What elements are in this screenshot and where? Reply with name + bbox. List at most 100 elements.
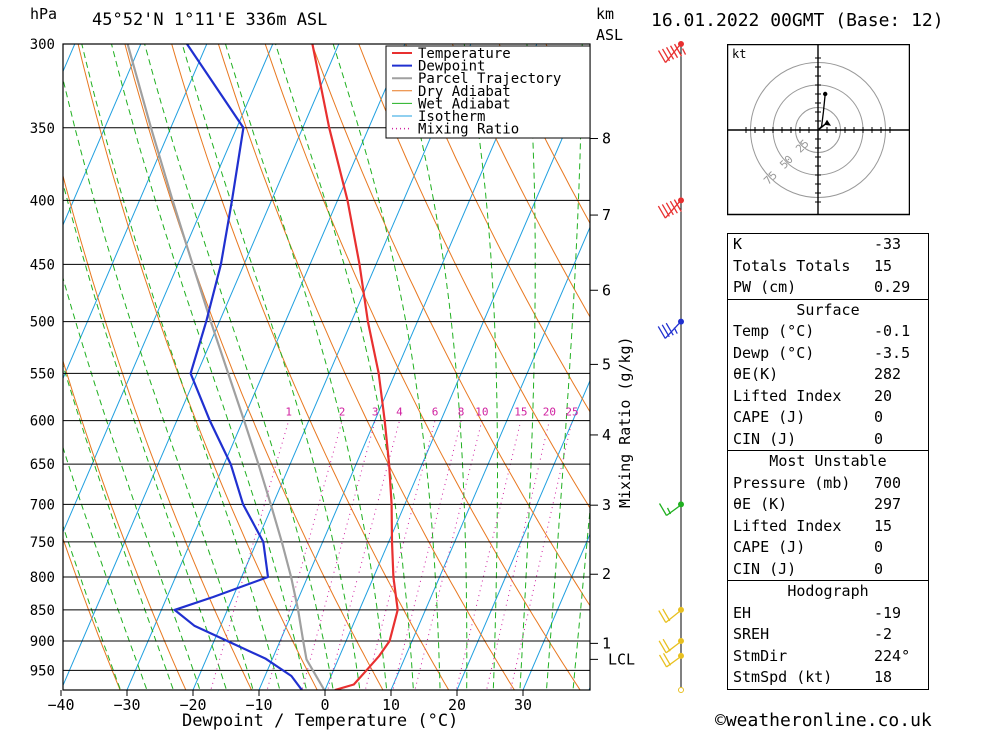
totals-totals-row: Totals Totals 15	[733, 256, 893, 275]
dry-adiabat-line	[77, 44, 318, 690]
wind-barb-flag	[662, 608, 671, 622]
dry-adiabat-line	[405, 44, 590, 413]
mu-theta-e-row: θE (K) 297	[733, 495, 902, 513]
dewpoint-line	[173, 44, 303, 690]
isotherm-line	[63, 44, 208, 380]
wind-barb-flag	[665, 47, 675, 60]
most-unstable-section-title: Most Unstable	[769, 452, 887, 470]
legend-entry: Parcel Trajectory	[418, 71, 561, 87]
chart-axes: 3003504004505005506006507007508008509009…	[30, 37, 635, 714]
mixing-ratio-labels: 1 2 3 4 6 8 10 15 20 25	[285, 406, 578, 419]
pressure-tick-label: 800	[30, 570, 55, 586]
wind-barb-flag	[658, 654, 668, 668]
sreh-row: SREH -2	[733, 625, 893, 643]
mixing-ratio-line	[210, 420, 290, 690]
legend-box	[385, 45, 591, 139]
pressure-tick-label: 750	[30, 535, 55, 551]
legend-entry: Temperature	[418, 46, 511, 62]
wind-barb-flag	[662, 653, 672, 666]
pressure-tick-label: 850	[30, 603, 55, 619]
barb-level-dot	[678, 501, 684, 508]
km-tick-label: 8	[602, 130, 611, 148]
x-tick-label: −10	[245, 696, 272, 714]
mixing-ratio-label: 6	[432, 406, 439, 419]
datetime-title: 16.01.2022 00GMT (Base: 12)	[651, 10, 944, 31]
wind-barb-staff	[665, 611, 680, 624]
pressure-tick-label: 400	[30, 193, 55, 209]
wet-adiabat-line	[81, 44, 281, 690]
isotherm-line	[0, 26, 17, 699]
mixing-ratio-line	[301, 420, 376, 690]
mixing-ratio-line	[364, 420, 436, 690]
mixing-ratio-axis-title: Mixing Ratio (g/kg)	[616, 336, 634, 508]
dry-adiabat-line	[124, 44, 384, 690]
asl-label: ASL	[596, 26, 624, 44]
mu-lifted-index-row: Lifted Index 15	[733, 516, 893, 535]
wind-barb-flag	[669, 200, 678, 214]
isotherm-line	[63, 44, 274, 534]
barb-level-dot	[678, 652, 684, 659]
wind-barb-column	[657, 41, 687, 693]
plot-frame	[62, 43, 591, 691]
eh-row: EH -19	[733, 603, 902, 622]
legend-entry: Isotherm	[418, 109, 485, 125]
pressure-tick-label: 950	[30, 663, 55, 679]
km-label: km	[596, 5, 615, 23]
wet-adiabat-line	[224, 44, 388, 690]
wind-barb-flag	[669, 45, 679, 59]
pressure-tick-label: 650	[30, 457, 55, 473]
mixing-ratio-label: 3	[372, 406, 379, 419]
wind-barb-flag	[658, 640, 667, 654]
surface-section-title: Surface	[796, 300, 860, 319]
mixing-ratio-line	[392, 420, 462, 690]
storm-motion-arrowhead	[824, 119, 831, 126]
storm-direction-row: StmDir 224°	[733, 646, 911, 665]
x-tick-label: 20	[448, 696, 466, 714]
wind-barb-flag	[661, 324, 670, 338]
mixing-ratio-label: 1	[285, 406, 292, 419]
dry-adiabat-line	[171, 44, 450, 690]
x-tick-label: 0	[320, 696, 329, 714]
wet-adiabat-line	[63, 363, 174, 690]
dry-adiabat-line	[498, 44, 590, 225]
mu-cin-row: CIN (J) 0	[733, 559, 884, 578]
barb-level-dot	[678, 197, 684, 204]
dry-adiabat-line	[63, 537, 121, 690]
barb-level-dot	[678, 687, 684, 693]
wind-barb-flag	[661, 48, 671, 62]
dry-adiabat-line	[311, 44, 590, 607]
indices-table: K -33 Totals Totals 15 PW (cm) 0.29 Surface…	[727, 233, 929, 690]
surface-cin-row: CIN (J) 0	[733, 429, 884, 448]
pressure-tick-label: 550	[30, 366, 55, 382]
pressure-tick-label: 350	[30, 121, 55, 137]
km-tick-label: LCL	[608, 650, 635, 668]
isotherm-line	[126, 44, 406, 690]
pressure-unit-label: hPa	[30, 5, 58, 23]
mu-pressure-row: Pressure (mb) 700	[733, 473, 902, 492]
mixing-ratio-label: 8	[458, 406, 465, 419]
wet-adiabat-line	[63, 276, 201, 690]
km-tick-label: 2	[602, 565, 611, 583]
pressure-tick-label: 900	[30, 634, 55, 650]
wind-barb-flag	[657, 50, 667, 63]
wet-adiabat-line	[274, 44, 414, 690]
wind-barb-half-flag	[666, 507, 672, 515]
x-tick-label: −30	[113, 696, 140, 714]
wind-barb-flag	[665, 202, 674, 216]
precipitable-water-row: PW (cm) 0.29	[733, 278, 911, 296]
dry-adiabat-line	[63, 359, 187, 690]
parcel-trajectory-line	[126, 44, 326, 690]
isotherm-line	[456, 379, 590, 690]
surface-cape-row: CAPE (J) 0	[733, 408, 884, 426]
storm-speed-row: StmSpd (kt) 18	[733, 668, 893, 686]
surface-dewp-row: Dewp (°C) -3.5	[733, 343, 911, 362]
temperature-line	[311, 44, 399, 690]
wind-barb-flag	[658, 610, 667, 623]
surface-temp-row: Temp (°C) -0.1	[733, 322, 911, 340]
wet-adiabat-line	[63, 77, 254, 690]
x-tick-label: 10	[382, 696, 400, 714]
credit-link[interactable]: ©weatheronline.co.uk	[715, 710, 932, 731]
surface-lifted-index-row: Lifted Index 20	[733, 386, 893, 405]
